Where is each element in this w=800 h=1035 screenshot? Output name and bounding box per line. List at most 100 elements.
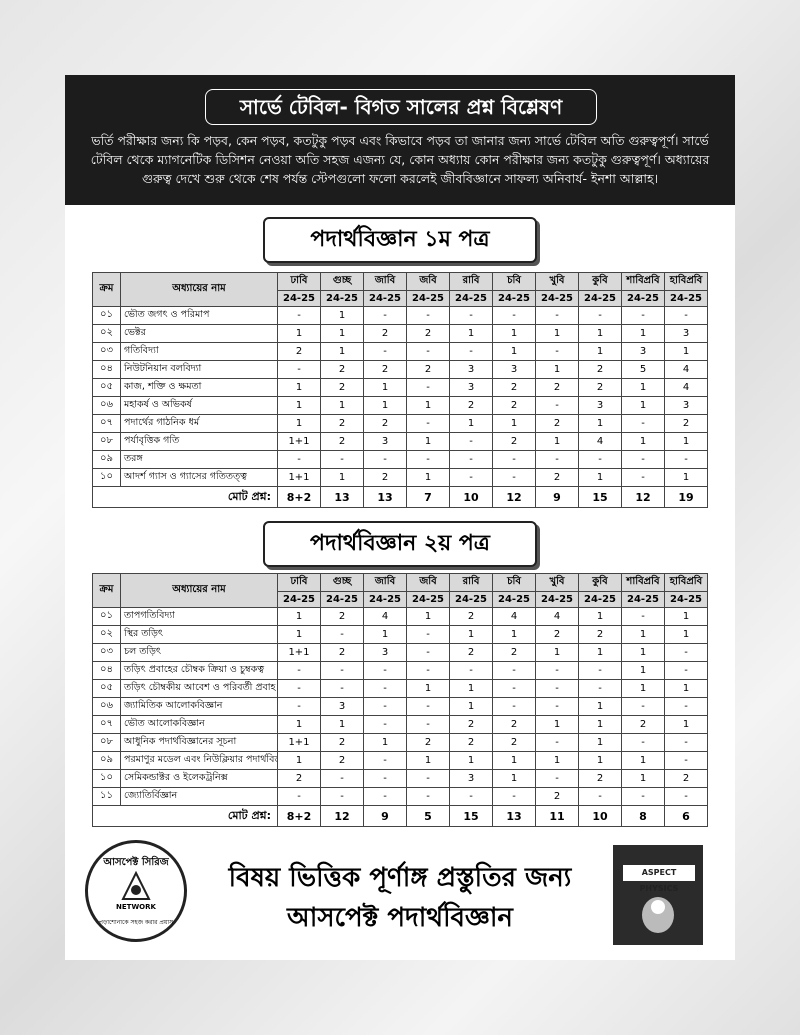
- session-label: 24-25: [363, 591, 407, 608]
- count-cell: 1: [320, 715, 364, 734]
- count-cell: 2: [664, 769, 708, 788]
- count-cell: -: [406, 715, 450, 734]
- count-cell: 4: [492, 607, 536, 626]
- count-cell: 1: [277, 378, 321, 397]
- count-cell: 1: [449, 324, 493, 343]
- column-header: কুবি: [578, 573, 622, 592]
- count-cell: -: [277, 306, 321, 325]
- book-art: [642, 897, 674, 933]
- count-cell: 3: [363, 432, 407, 451]
- survey-table: ক্রম অধ্যায়ের নাম ঢাবি গুচ্ছ জাবি জবি রাবি চবি…: [92, 573, 708, 827]
- table-row: ০৬ মহাকর্ষ ও অভিকর্ষ 1 1 1 1 2 2-3 1 3: [92, 396, 708, 415]
- count-cell: -: [535, 697, 579, 716]
- count-cell: 2: [578, 378, 622, 397]
- column-header: কুবি: [578, 272, 622, 291]
- session-label: 24-25: [320, 591, 364, 608]
- chapter-name: স্থির তড়িৎ: [120, 625, 278, 644]
- serial: ০৩: [92, 342, 121, 361]
- total-cell: 8+2: [277, 486, 321, 508]
- session-label: 24-25: [363, 290, 407, 307]
- count-cell: -: [492, 787, 536, 806]
- count-cell: -: [363, 450, 407, 469]
- count-cell: 1: [363, 625, 407, 644]
- header-row: ক্রম অধ্যায়ের নাম ঢাবি গুচ্ছ জাবি জবি রাবি চবি…: [92, 272, 708, 307]
- chapter-name: নিউটনিয়ান বলবিদ্যা: [120, 360, 278, 379]
- count-cell: -: [664, 306, 708, 325]
- count-cell: 1: [664, 625, 708, 644]
- count-cell: -: [492, 450, 536, 469]
- count-cell: 1: [406, 468, 450, 487]
- column-header: ক্রম: [92, 272, 121, 307]
- count-cell: 1+1: [277, 643, 321, 662]
- column-header: চবি: [492, 272, 536, 291]
- count-cell: 1: [320, 468, 364, 487]
- count-cell: 1: [320, 396, 364, 415]
- count-cell: 1: [406, 432, 450, 451]
- count-cell: 2: [621, 715, 665, 734]
- serial: ০৭: [92, 414, 121, 433]
- session-label: 24-25: [492, 290, 536, 307]
- count-cell: 2: [492, 643, 536, 662]
- table-row: ০৭ ভৌত আলোকবিজ্ঞান 1 1- -2 2 1 1 2 1: [92, 715, 708, 734]
- footer-line: আসপেক্ট পদার্থবিজ্ঞান: [287, 903, 513, 933]
- column-header: রাবি: [449, 573, 493, 592]
- chapter-name: গতিবিদ্যা: [120, 342, 278, 361]
- count-cell: 1: [621, 643, 665, 662]
- table-row: ০৪ নিউটনিয়ান বলবিদ্যা -2 2 2 3 3 1 2 5 4: [92, 360, 708, 379]
- count-cell: -: [621, 607, 665, 626]
- count-cell: -: [578, 450, 622, 469]
- chapter-name: পরমাণুর মডেল এবং নিউক্লিয়ার পদার্থবিজ্ঞ…: [120, 751, 278, 770]
- total-cell: 12: [492, 486, 536, 508]
- session-label: 24-25: [621, 290, 665, 307]
- count-cell: -: [320, 787, 364, 806]
- count-cell: -: [664, 450, 708, 469]
- count-cell: -: [277, 360, 321, 379]
- count-cell: 2: [320, 378, 364, 397]
- count-cell: -: [664, 733, 708, 752]
- table-row: ০২ ভেক্টর 1 1 2 2 1 1 1 1 1 3: [92, 324, 708, 343]
- column-header: খুবি: [535, 272, 579, 291]
- count-cell: 1: [277, 625, 321, 644]
- column-header: গুচ্ছ: [320, 272, 364, 291]
- count-cell: -: [492, 679, 536, 698]
- count-cell: -: [277, 679, 321, 698]
- chapter-name: ভৌত আলোকবিজ্ঞান: [120, 715, 278, 734]
- count-cell: -: [277, 450, 321, 469]
- header-row: ক্রম অধ্যায়ের নাম ঢাবি গুচ্ছ জাবি জবি রাবি চবি…: [92, 573, 708, 608]
- count-cell: 5: [621, 360, 665, 379]
- count-cell: -: [320, 769, 364, 788]
- total-cell: 10: [578, 805, 622, 827]
- count-cell: 1: [449, 751, 493, 770]
- session-label: 24-25: [664, 591, 708, 608]
- count-cell: 1: [621, 769, 665, 788]
- count-cell: 1: [578, 414, 622, 433]
- count-cell: 1: [664, 715, 708, 734]
- count-cell: -: [492, 661, 536, 680]
- count-cell: 1: [492, 751, 536, 770]
- column-header: খুবি: [535, 573, 579, 592]
- count-cell: -: [578, 787, 622, 806]
- count-cell: -: [406, 625, 450, 644]
- table-row: ১০ আদর্শ গ্যাস ও গ্যাসের গতিতত্ত্ব 1+1 1 2 1-…: [92, 468, 708, 487]
- count-cell: -: [535, 306, 579, 325]
- logo-network: NETWORK: [116, 903, 156, 911]
- serial: ০৪: [92, 360, 121, 379]
- count-cell: 1: [277, 751, 321, 770]
- count-cell: 1: [578, 342, 622, 361]
- count-cell: -: [406, 342, 450, 361]
- column-header: ঢাবি: [277, 272, 321, 291]
- column-header: অধ্যায়ের নাম: [120, 573, 278, 608]
- count-cell: 1: [621, 625, 665, 644]
- session-label: 24-25: [406, 591, 450, 608]
- section-heading: পদার্থবিজ্ঞান ১ম পত্র: [263, 217, 537, 263]
- logo-tagline: পড়াশোনাকে সহজ করার প্রয়াস: [98, 919, 174, 926]
- count-cell: 1: [535, 324, 579, 343]
- count-cell: 1+1: [277, 733, 321, 752]
- count-cell: -: [578, 661, 622, 680]
- serial: ০২: [92, 324, 121, 343]
- count-cell: -: [363, 697, 407, 716]
- count-cell: 2: [535, 625, 579, 644]
- count-cell: -: [621, 468, 665, 487]
- count-cell: 1: [320, 342, 364, 361]
- count-cell: 1: [621, 661, 665, 680]
